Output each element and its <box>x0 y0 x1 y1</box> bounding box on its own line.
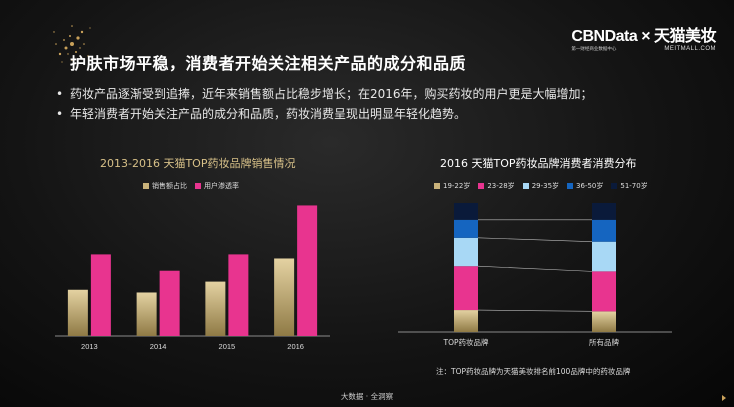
chart1-legend: 销售额占比 用户渗透率 <box>143 181 247 191</box>
chart2-segment-1-2 <box>592 241 616 272</box>
chart2-legend-swatch <box>478 183 485 189</box>
chart2-xtick: TOP药妆品牌 <box>442 337 489 347</box>
chart2-connector <box>477 237 593 242</box>
chart1-xtick: 2016 <box>287 342 304 351</box>
chart2-segment-0-4 <box>454 203 478 220</box>
chart2-segment-0-3 <box>454 219 478 238</box>
chart2-legend-item: 29-35岁 <box>522 181 560 191</box>
chart2-segment-0-1 <box>454 266 478 311</box>
page-title: 护肤市场平稳，消费者开始关注相关产品的成分和品质 <box>70 54 467 73</box>
chart1-bars: 2013 2014 2015 2016 <box>55 205 330 351</box>
chart1-bar-2015-1 <box>228 254 249 336</box>
chart1-legend-item: 销售额占比 <box>143 181 187 191</box>
chart2-stacked-bars: TOP药妆品牌 所有品牌 <box>398 203 672 347</box>
chart1-bar-2014-1 <box>159 270 180 336</box>
chart2-legend: 19-22岁 23-28岁 29-35岁 36-50岁 51-70岁 <box>434 181 656 191</box>
chart1-xtick: 2015 <box>219 342 236 351</box>
chart2-legend-label: 29-35岁 <box>531 182 560 190</box>
bullet-item: 年轻消费者开始关注产品的成分和品质，药妆消费呈现出明显年轻化趋势。 <box>56 104 593 124</box>
chart-note: 注：TOP药妆品牌为天猫美妆排名前100品牌中的药妆品牌 <box>436 367 631 376</box>
chart2-legend-item: 51-70岁 <box>611 181 648 191</box>
chart1-bar-2015-0 <box>205 281 226 336</box>
bullet-list: 药妆产品逐渐受到追捧，近年来销售额占比稳步增长；在2016年，购买药妆的用户更是… <box>56 84 593 124</box>
footer-slogan: 大数据 · 全洞察 <box>340 392 394 401</box>
chart2-xtick: 所有品牌 <box>589 337 619 347</box>
brand-logo: CBNData × 天猫美妆 第一财经商业数据中心 MEITMALL.COM <box>571 22 716 52</box>
brand-sub-left: 第一财经商业数据中心 <box>571 47 617 52</box>
chart2-legend-item: 19-22岁 <box>434 181 470 191</box>
chart2-connector <box>477 265 593 272</box>
chart2-legend-swatch <box>611 183 618 189</box>
brand-sub-right: MEITMALL.COM <box>664 46 716 52</box>
chart2-segment-1-1 <box>592 271 616 312</box>
chart2-legend-swatch <box>522 183 529 189</box>
chart1-legend-item: 用户渗透率 <box>195 181 239 191</box>
next-arrow-icon[interactable] <box>722 395 726 401</box>
chart2-segment-0-2 <box>454 237 478 267</box>
chart1-bar-2016-0 <box>274 258 295 336</box>
chart1-legend-label: 用户渗透率 <box>204 182 239 190</box>
chart1-bar-2013-0 <box>67 289 88 336</box>
chart1-legend-label: 销售额占比 <box>152 182 187 190</box>
chart2-segment-1-0 <box>592 311 616 332</box>
chart2-segment-0-0 <box>454 310 478 332</box>
chart2-legend-label: 23-28岁 <box>487 182 515 190</box>
chart1-bar-2014-0 <box>136 292 157 336</box>
chart2-legend-item: 36-50岁 <box>567 181 603 191</box>
chart1-bar-2016-1 <box>297 205 318 336</box>
chart2-legend-label: 19-22岁 <box>443 182 471 190</box>
chart1-legend-swatch <box>195 183 201 189</box>
bullet-item: 药妆产品逐渐受到追捧，近年来销售额占比稳步增长；在2016年，购买药妆的用户更是… <box>56 84 593 104</box>
chart1-xtick: 2014 <box>150 342 167 351</box>
chart2-legend-label: 51-70岁 <box>620 182 648 190</box>
chart2-segment-1-3 <box>592 219 616 242</box>
brand-main: CBNData × 天猫美妆 <box>571 28 716 45</box>
chart2-legend-swatch <box>567 183 574 189</box>
chart1-bar-2013-1 <box>90 254 111 336</box>
chart1-title: 2013-2016 天猫TOP药妆品牌销售情况 <box>100 157 296 170</box>
chart1-legend-swatch <box>143 183 149 189</box>
chart2-segment-1-4 <box>592 203 616 220</box>
gold-sparkle-decoration <box>53 25 91 63</box>
chart2-legend-label: 36-50岁 <box>576 182 604 190</box>
chart2-title: 2016 天猫TOP药妆品牌消费者消费分布 <box>440 157 637 170</box>
chart1-xtick: 2013 <box>81 342 98 351</box>
chart2-legend-item: 23-28岁 <box>478 181 515 191</box>
chart2-connector <box>477 309 593 312</box>
chart2-legend-swatch <box>434 183 440 189</box>
